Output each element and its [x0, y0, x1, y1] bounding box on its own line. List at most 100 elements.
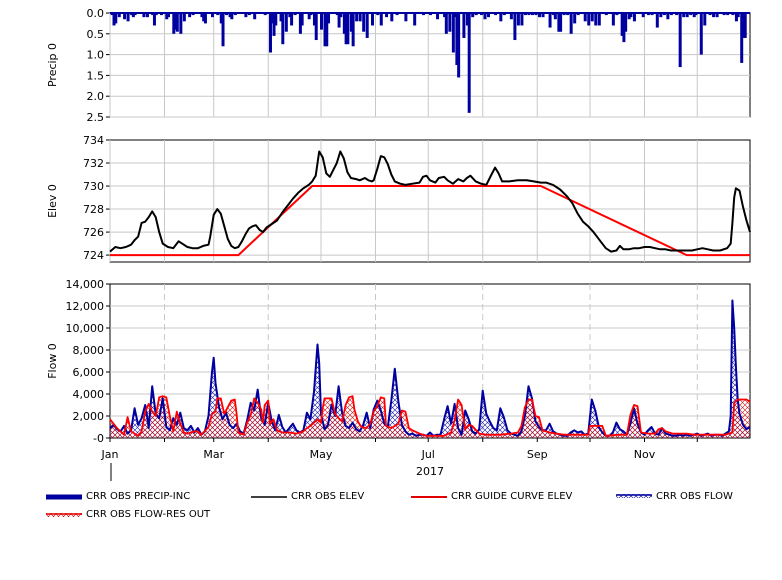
precip-bar: [615, 13, 619, 16]
precip-bar: [569, 13, 573, 34]
flow-y-tick-label: 2,000: [73, 410, 105, 423]
precip-y-tick-label: 2.0: [87, 90, 105, 103]
precip-bar: [590, 13, 594, 22]
precip-bar: [117, 13, 121, 18]
precip-bar: [142, 13, 146, 18]
legend-item-elev: CRR OBS ELEV: [251, 491, 401, 505]
precip-bar: [448, 13, 452, 32]
precip-bar: [678, 13, 682, 68]
precip-bar: [165, 13, 169, 20]
x-axis-tick-label: Mar: [203, 448, 224, 461]
precip-bar: [200, 13, 204, 18]
precip-bars: [110, 12, 750, 113]
precip-bar: [327, 13, 331, 24]
precip-bar: [734, 13, 738, 22]
elevation-y-tick-label: 726: [83, 226, 104, 239]
precip-bar: [467, 13, 471, 113]
precip-bar: [436, 13, 440, 20]
precip-bar: [216, 13, 220, 16]
precip-bar: [219, 13, 223, 24]
precip-bar: [462, 13, 466, 38]
precip-bar: [228, 13, 232, 18]
precip-bar: [188, 13, 192, 18]
elevation-y-tick-label: 724: [83, 249, 104, 262]
precip-bar: [712, 13, 716, 18]
precip-bar: [624, 13, 628, 32]
precip-bar: [655, 13, 659, 28]
precip-bar: [594, 13, 598, 26]
flow-y-tick-label: 6,000: [73, 366, 105, 379]
precip-bar: [154, 13, 158, 16]
precip-bar: [566, 13, 570, 16]
elevation-y-tick-label: 728: [83, 203, 104, 216]
precip-bar: [314, 13, 318, 41]
precip-bar: [494, 13, 498, 16]
flow-y-tick-label: 12,000: [66, 300, 105, 313]
precip-bar: [421, 13, 425, 16]
precip-bar: [344, 13, 348, 45]
flow-panel: -0 2,000 4,000 6,000 8,000 10,000 12,000 14,000…: [46, 278, 751, 445]
precip-bar: [114, 13, 118, 24]
precip-bar: [395, 13, 399, 16]
precip-bar: [429, 13, 432, 16]
guide-curve-line: [110, 185, 750, 257]
precip-y-tick-label: 2.5: [87, 111, 105, 124]
legend-swatch-line-icon: [251, 496, 287, 498]
flow-y-axis-label: Flow 0: [46, 343, 59, 379]
precip-y-axis-label: Precip 0: [46, 43, 59, 87]
precip-bar: [390, 13, 394, 22]
precip-bar: [233, 13, 237, 16]
precip-bar: [221, 13, 225, 47]
precip-bar: [453, 13, 457, 18]
precip-bar: [743, 13, 747, 38]
precip-bar: [335, 13, 339, 16]
precip-bar: [182, 13, 186, 22]
legend-item-flow-res-out: CRR OBS FLOW-RES OUT: [46, 509, 246, 523]
precip-bar: [552, 13, 556, 16]
precip-bar: [379, 13, 383, 26]
x-axis-year-label: 2017: [416, 465, 444, 478]
precip-bar: [288, 13, 292, 18]
precip-bar: [627, 13, 631, 20]
precip-bar: [632, 13, 636, 22]
precip-bar: [355, 13, 359, 22]
precip-plot-frame: [109, 12, 751, 118]
precip-bar: [502, 13, 506, 16]
precip-bar: [349, 13, 353, 32]
precip-bar: [451, 13, 455, 53]
precip-bar: [370, 13, 374, 26]
precip-bar: [123, 13, 127, 20]
precip-bar: [722, 13, 726, 16]
precip-panel: 0.0 0.5 1.0 1.5 2.0 2.5 Precip 0: [46, 7, 751, 124]
precip-bar: [300, 13, 304, 26]
precip-bar: [444, 13, 448, 34]
precip-bar: [731, 13, 735, 16]
precip-bar: [270, 13, 274, 24]
precip-bar: [362, 13, 366, 32]
precip-bar: [309, 13, 313, 16]
legend-label-guide-curve: CRR GUIDE CURVE ELEV: [451, 491, 573, 502]
legend-item-flow: CRR OBS FLOW: [616, 491, 756, 505]
precip-bar: [576, 13, 580, 16]
elevation-y-tick-label: 732: [83, 157, 104, 170]
flow-y-tick-label: 10,000: [66, 322, 105, 335]
precip-bar: [145, 13, 149, 18]
precip-bar: [559, 13, 563, 32]
elevation-lines: [109, 150, 751, 257]
precip-bar: [342, 13, 346, 34]
precip-bar: [682, 13, 686, 18]
precip-bar: [520, 13, 524, 26]
precip-bar: [685, 13, 689, 18]
x-axis: Jan Mar May Jul Sep Nov: [101, 438, 698, 461]
flow-y-tick-label: 14,000: [66, 278, 105, 291]
elevation-y-ticks: 724 726 728 730 732 734: [83, 134, 104, 262]
precip-bar: [479, 13, 483, 16]
legend-item-precip: CRR OBS PRECIP-INC: [46, 491, 246, 505]
flow-y-tick-label: 4,000: [73, 388, 105, 401]
precip-bar: [247, 13, 251, 16]
precip-bar: [274, 13, 278, 26]
precip-bar: [210, 13, 214, 18]
elevation-plot-frame: [109, 139, 751, 263]
precip-bar: [669, 13, 673, 16]
precip-bar: [622, 13, 626, 43]
